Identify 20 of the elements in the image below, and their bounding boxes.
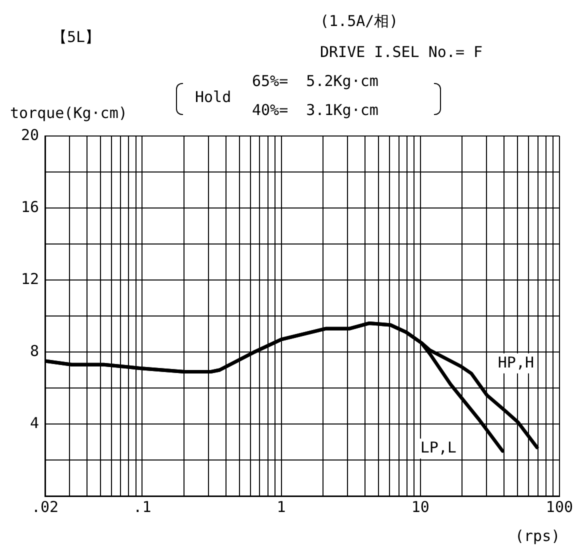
series-label: LP,L xyxy=(420,438,456,456)
text: (1.5A/相) xyxy=(320,12,398,31)
y-tick-label: 12 xyxy=(20,270,39,288)
text: 40%= 3.1Kg·cm xyxy=(252,101,378,119)
chart-title: 【5L】 xyxy=(52,28,100,47)
text: Hold xyxy=(195,88,232,106)
y-tick-label: 16 xyxy=(20,198,39,216)
x-axis-title: (rps) xyxy=(515,527,560,545)
y-tick-label: 4 xyxy=(30,414,39,432)
x-tick-label: .02 xyxy=(31,498,59,516)
x-tick-label: 10 xyxy=(411,498,430,516)
text: DRIVE I.SEL No.= F xyxy=(320,43,483,61)
x-tick-label: 1 xyxy=(276,498,286,516)
x-tick-label: 100 xyxy=(546,498,573,516)
text: 65%= 5.2Kg·cm xyxy=(252,72,378,90)
x-tick-label: .1 xyxy=(133,498,152,516)
y-tick-label: 20 xyxy=(20,126,39,144)
series-label: HP,H xyxy=(498,353,534,372)
y-tick-label: 8 xyxy=(30,342,39,360)
y-axis-title: torque(Kg·cm) xyxy=(10,104,128,122)
